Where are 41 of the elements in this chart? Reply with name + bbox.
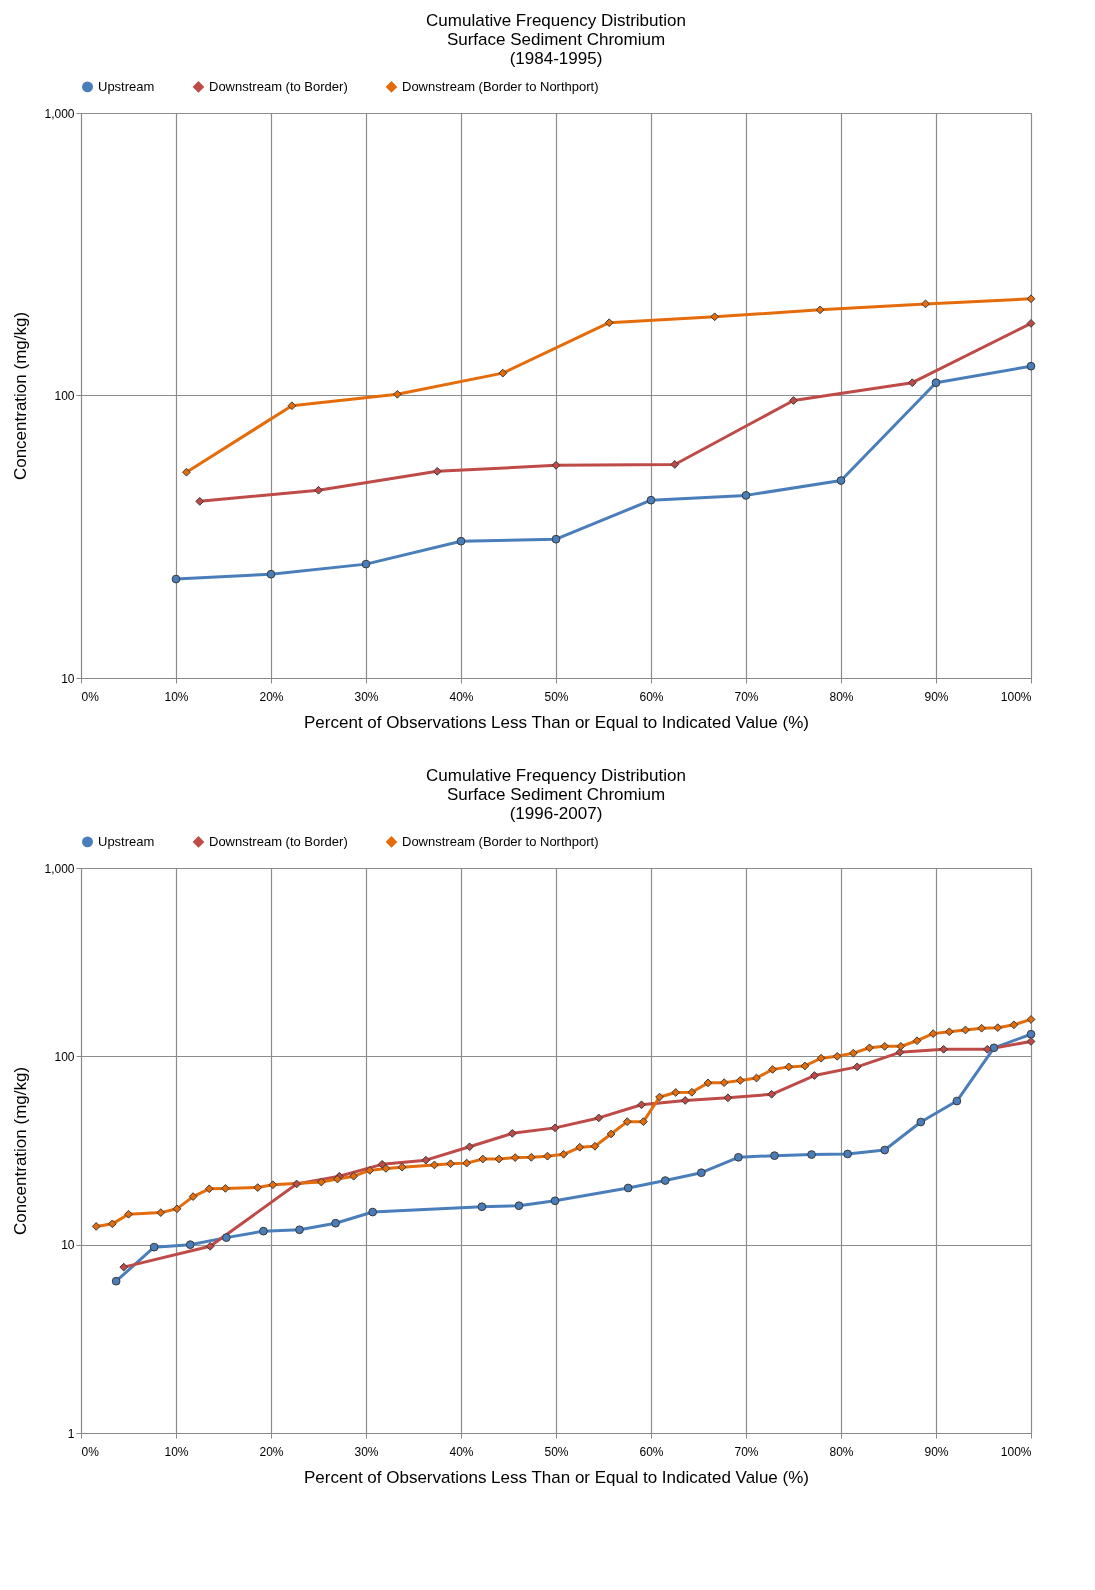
- y-tick-label: 1,000: [44, 861, 75, 876]
- chart-title: Cumulative Frequency Distribution Surface Sediment Chromium (1996-2007): [426, 766, 686, 823]
- legend-label: Upstream: [98, 78, 155, 94]
- y-tick-label: 1,000: [44, 106, 75, 121]
- x-tick-label: 90%: [924, 1444, 949, 1459]
- x-tick-label: 60%: [639, 1444, 664, 1459]
- x-tick-label: 100%: [1000, 689, 1032, 704]
- y-tick-label: 10: [61, 671, 75, 686]
- x-tick-label: 40%: [449, 689, 474, 704]
- x-tick-label: 70%: [734, 1444, 759, 1459]
- y-axis-title: Concentration (mg/kg): [11, 1066, 31, 1236]
- legend-label: Upstream: [98, 833, 155, 849]
- x-tick-label: 30%: [354, 1444, 379, 1459]
- x-tick-label: 80%: [829, 1444, 854, 1459]
- y-axis-title: Concentration (mg/kg): [11, 311, 31, 481]
- legend-label: Downstream (to Border): [209, 833, 348, 849]
- x-tick-label: 70%: [734, 689, 759, 704]
- legend-label: Downstream (to Border): [209, 78, 348, 94]
- x-tick-label: 30%: [354, 689, 379, 704]
- x-tick-label: 10%: [164, 1444, 189, 1459]
- x-tick-label: 100%: [1000, 1444, 1032, 1459]
- x-tick-label: 40%: [449, 1444, 474, 1459]
- x-tick-label: 50%: [544, 1444, 569, 1459]
- y-tick-label: 100: [54, 1049, 75, 1064]
- chart-title: Cumulative Frequency Distribution Surface Sediment Chromium (1984-1995): [426, 11, 686, 68]
- legend-label: Downstream (Border to Northport): [402, 833, 599, 849]
- x-tick-label: 90%: [924, 689, 949, 704]
- x-axis-title: Percent of Observations Less Than or Equal to Indicated Value (%): [304, 712, 809, 732]
- legend-label: Downstream (Border to Northport): [402, 78, 599, 94]
- x-tick-label: 20%: [259, 689, 284, 704]
- x-tick-label: 10%: [164, 689, 189, 704]
- x-tick-label: 20%: [259, 1444, 284, 1459]
- x-tick-label: 0%: [81, 1444, 100, 1459]
- x-tick-label: 50%: [544, 689, 569, 704]
- x-tick-label: 0%: [81, 689, 100, 704]
- x-axis-title: Percent of Observations Less Than or Equal to Indicated Value (%): [304, 1467, 809, 1487]
- y-tick-label: 1: [67, 1426, 75, 1441]
- x-tick-label: 60%: [639, 689, 664, 704]
- x-tick-label: 80%: [829, 689, 854, 704]
- y-tick-label: 100: [54, 389, 75, 403]
- y-tick-label: 10: [61, 1238, 75, 1253]
